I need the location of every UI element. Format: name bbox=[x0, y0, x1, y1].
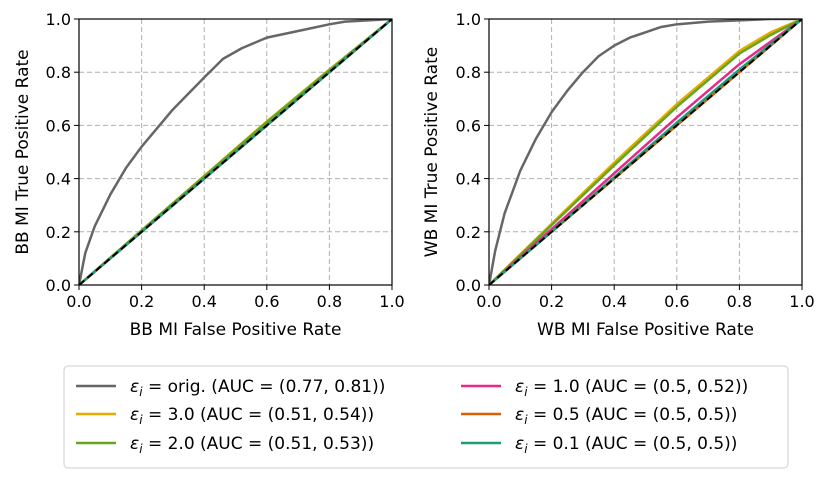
wb-y-tick-label: 0.4 bbox=[456, 170, 481, 189]
wb-axes-frame bbox=[488, 18, 803, 286]
wb-series-group bbox=[489, 19, 802, 285]
wb-y-tick-label: 0.0 bbox=[456, 276, 481, 295]
legend-item-1-0: εi = 1.0 (AUC = (0.5, 0.52)) bbox=[461, 377, 748, 399]
legend-epsilon: ε bbox=[130, 434, 139, 454]
legend-label: εi = 0.1 (AUC = (0.5, 0.5)) bbox=[515, 434, 737, 456]
bb-y-tick-label: 0.0 bbox=[46, 276, 71, 295]
legend-item-2-0: εi = 2.0 (AUC = (0.51, 0.53)) bbox=[76, 434, 374, 456]
legend-text: = 3.0 (AUC = (0.51, 0.54)) bbox=[143, 405, 375, 425]
legend-epsilon: ε bbox=[515, 434, 524, 454]
wb-series-line-2-0 bbox=[489, 19, 802, 285]
legend-box bbox=[63, 365, 789, 469]
bb-y-tick-label: 1.0 bbox=[46, 10, 71, 29]
legend-text: = 1.0 (AUC = (0.5, 0.52)) bbox=[528, 377, 749, 397]
legend-item-0-1: εi = 0.1 (AUC = (0.5, 0.5)) bbox=[461, 434, 737, 456]
bb-series-group bbox=[79, 19, 392, 285]
wb-y-tick-label: 0.6 bbox=[456, 116, 481, 135]
bb-y-tick-label: 0.2 bbox=[46, 223, 71, 242]
legend-text: = 2.0 (AUC = (0.51, 0.53)) bbox=[143, 434, 375, 454]
wb-x-tick-label: 0.4 bbox=[601, 292, 626, 311]
wb-x-tick-label: 0.6 bbox=[664, 292, 689, 311]
legend-item-orig: εi = orig. (AUC = (0.77, 0.81)) bbox=[76, 377, 385, 399]
legend-epsilon: ε bbox=[130, 405, 139, 425]
legend-text: = 0.5 (AUC = (0.5, 0.5)) bbox=[528, 405, 738, 425]
wb-y-axis-label: WB MI True Positive Rate bbox=[422, 47, 442, 257]
bb-y-axis-label: BB MI True Positive Rate bbox=[13, 49, 33, 254]
legend-label: εi = 1.0 (AUC = (0.5, 0.52)) bbox=[515, 377, 748, 399]
legend-subscript: i bbox=[524, 385, 528, 399]
bb-axes-frame bbox=[78, 18, 393, 286]
bb-y-tick-label: 0.6 bbox=[46, 116, 71, 135]
legend-subscript: i bbox=[139, 385, 143, 399]
legend-subscript: i bbox=[524, 413, 528, 427]
wb-random-baseline bbox=[489, 19, 802, 285]
legend-item-0-5: εi = 0.5 (AUC = (0.5, 0.5)) bbox=[461, 405, 737, 427]
wb-x-axis-label: WB MI False Positive Rate bbox=[537, 320, 754, 340]
legend-label: εi = 2.0 (AUC = (0.51, 0.53)) bbox=[130, 434, 374, 456]
bb-x-tick-label: 0.0 bbox=[66, 292, 91, 311]
bb-x-tick-label: 0.6 bbox=[254, 292, 279, 311]
legend-text: = orig. (AUC = (0.77, 0.81)) bbox=[143, 377, 386, 397]
wb-x-tick-label: 0.8 bbox=[727, 292, 752, 311]
wb-panel: 0.0 0.2 0.4 0.6 0.8 1.0 0.0 0.2 0.4 0.6 0.8 1.0 WB M… bbox=[422, 10, 815, 340]
wb-series-line-1-0 bbox=[489, 19, 802, 285]
wb-x-tick-label: 0.2 bbox=[539, 292, 564, 311]
bb-x-tick-label: 0.2 bbox=[129, 292, 154, 311]
bb-y-tick-label: 0.4 bbox=[46, 170, 71, 189]
wb-y-tick-label: 1.0 bbox=[456, 10, 481, 29]
legend-item-3-0: εi = 3.0 (AUC = (0.51, 0.54)) bbox=[76, 405, 374, 427]
bb-x-tick-label: 1.0 bbox=[379, 292, 404, 311]
bb-series-line-orig bbox=[79, 19, 392, 285]
legend-text: = 0.1 (AUC = (0.5, 0.5)) bbox=[528, 434, 738, 454]
bb-x-tick-label: 0.8 bbox=[317, 292, 342, 311]
legend-label: εi = orig. (AUC = (0.77, 0.81)) bbox=[130, 377, 385, 399]
legend-epsilon: ε bbox=[515, 405, 524, 425]
wb-y-tick-label: 0.2 bbox=[456, 223, 481, 242]
legend: εi = orig. (AUC = (0.77, 0.81))εi = 3.0 … bbox=[63, 365, 789, 469]
legend-label: εi = 0.5 (AUC = (0.5, 0.5)) bbox=[515, 405, 737, 427]
wb-series-line-orig bbox=[489, 19, 802, 285]
legend-subscript: i bbox=[139, 442, 143, 456]
legend-subscript: i bbox=[139, 413, 143, 427]
wb-y-tick-label: 0.8 bbox=[456, 63, 481, 82]
bb-x-tick-label: 0.4 bbox=[191, 292, 216, 311]
wb-x-tick-label: 0.0 bbox=[476, 292, 501, 311]
wb-x-tick-label: 1.0 bbox=[789, 292, 814, 311]
bb-random-baseline bbox=[79, 19, 392, 285]
legend-epsilon: ε bbox=[130, 377, 139, 397]
bb-y-tick-label: 0.8 bbox=[46, 63, 71, 82]
bb-panel: 0.0 0.2 0.4 0.6 0.8 1.0 0.0 0.2 0.4 0.6 0.8 1.0 BB M… bbox=[13, 10, 405, 340]
bb-x-axis-label: BB MI False Positive Rate bbox=[130, 320, 342, 340]
legend-label: εi = 3.0 (AUC = (0.51, 0.54)) bbox=[130, 405, 374, 427]
legend-subscript: i bbox=[524, 442, 528, 456]
legend-epsilon: ε bbox=[515, 377, 524, 397]
